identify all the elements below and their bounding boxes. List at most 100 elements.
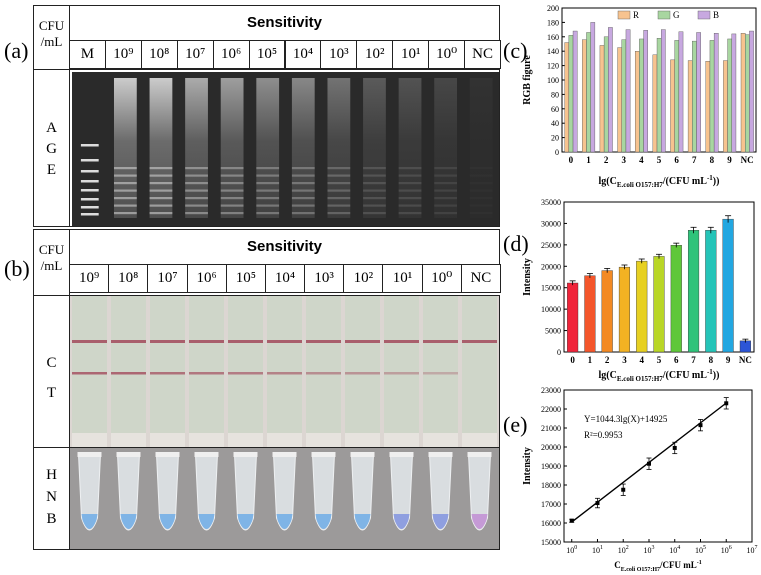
ct-letter: T [46, 385, 57, 401]
panel-a-lane-label: 10⁸ [140, 40, 178, 69]
strip [111, 296, 146, 447]
test-line [384, 372, 419, 375]
strip-pad [72, 433, 107, 447]
chart-e-ytick-label: 15000 [541, 538, 561, 547]
test-strip-image [70, 296, 499, 447]
chart-c-bar [727, 38, 732, 153]
age-letter: E [46, 162, 57, 178]
age-letter: A [46, 120, 57, 136]
chart-e-r2: R²=0.9953 [584, 430, 623, 440]
panel-a-lane-label: 10⁶ [212, 40, 250, 69]
chart-e-ytick-label: 17000 [541, 500, 561, 509]
chart-c-legend-swatch [697, 10, 711, 20]
chart-c-xlabel: lg(CE.coli O157:H7/(CFU mL-1)) [599, 174, 720, 189]
chart-d-xlabel: lg(CE.coli O157:H7/(CFU mL-1)) [599, 368, 720, 382]
gel-band [149, 182, 173, 185]
chart-c-bar [652, 54, 658, 153]
gel-band [434, 197, 458, 200]
panel-b-unit-cell: CFU /mL [33, 229, 70, 296]
control-line [228, 340, 263, 343]
gel-band [434, 189, 458, 192]
gel-band [470, 182, 493, 184]
chart-c-xtick-label: 8 [710, 155, 715, 165]
chart-c-ytick-label: 100 [547, 76, 559, 85]
gel-band [220, 182, 244, 185]
gel-band [220, 174, 244, 177]
strip [306, 296, 341, 447]
chart-c-bar [625, 29, 631, 153]
chart-e-ytick-label: 21000 [541, 424, 561, 433]
gel-band [256, 189, 280, 192]
strip-pad [345, 433, 380, 447]
ladder-band [80, 180, 99, 183]
chart-c-bar [723, 60, 728, 153]
chart-c-bar [564, 42, 570, 153]
tube-liquid [276, 514, 293, 529]
strip-pad [189, 433, 224, 447]
tube [311, 453, 336, 531]
strip-pad [150, 433, 185, 447]
chart-e-xtick-label: 103 [643, 545, 654, 555]
test-line [228, 372, 263, 375]
panel-b-lane-label: 10⁸ [108, 264, 149, 293]
gel-band [113, 174, 137, 177]
chart-d-xtick-label: 0 [570, 355, 575, 365]
chart-c-bar [674, 40, 680, 153]
chart-e-ytick-label: 22000 [541, 405, 561, 414]
gel-band [149, 204, 173, 207]
chart-c-legend-swatch [657, 10, 671, 20]
gel-band [113, 182, 137, 185]
gel-band [363, 197, 386, 200]
gel-band [185, 197, 208, 200]
gel-band [149, 189, 173, 192]
panel-label-b: (b) [4, 256, 30, 281]
control-line [306, 340, 341, 343]
gel-band [434, 182, 458, 185]
panel-a-lane-label: 10¹ [392, 40, 430, 69]
test-line [345, 372, 380, 375]
chart-c-ylabel: RGB figure [522, 55, 533, 105]
chart-c-legend-label: B [713, 10, 719, 20]
chart-c-bar [599, 45, 605, 153]
chart-c-xtick-label: 5 [657, 155, 662, 165]
hnb-letter: B [46, 511, 57, 527]
control-line [462, 340, 497, 343]
tube-rim [389, 452, 414, 457]
gel-band [185, 189, 208, 192]
tube [428, 453, 453, 531]
panel-a-lane-label: 10⁰ [428, 40, 466, 69]
tube-rim [350, 452, 375, 457]
chart-c-bar [621, 39, 627, 153]
chart-d-bar [567, 282, 579, 353]
control-line [189, 340, 224, 343]
chart-c-bar [705, 61, 711, 153]
gel-band [220, 167, 244, 170]
tube [194, 453, 219, 531]
chart-e-xtick-label: 106 [721, 545, 732, 555]
panel-label-e: (e) [503, 412, 528, 437]
chart-c-bar [568, 35, 574, 153]
control-line [384, 340, 419, 343]
tube-liquid [81, 514, 98, 529]
chart-e-ytick-label: 20000 [541, 443, 561, 452]
gel-band [470, 212, 493, 214]
chart-c-bar [634, 51, 640, 153]
gel-band [256, 182, 280, 185]
gel-band [220, 204, 244, 207]
gel-band [113, 212, 137, 215]
chart-c-bar [661, 29, 666, 153]
chart-c-xtick-label: NC [741, 155, 754, 165]
chart-d-ytick-label: 15000 [541, 284, 561, 293]
chart-d-ytick-label: 35000 [541, 198, 561, 207]
chart-c-xtick-label: 7 [692, 155, 697, 165]
gel-band [113, 197, 137, 200]
strip [72, 296, 107, 447]
chart-e-ytick-label: 18000 [541, 481, 561, 490]
test-line [267, 372, 302, 375]
panel-a-unit-line1: CFU [38, 18, 65, 33]
tube-liquid [393, 514, 410, 529]
panel-label-c: (c) [503, 38, 528, 63]
chart-c-xtick-label: 6 [674, 155, 679, 165]
